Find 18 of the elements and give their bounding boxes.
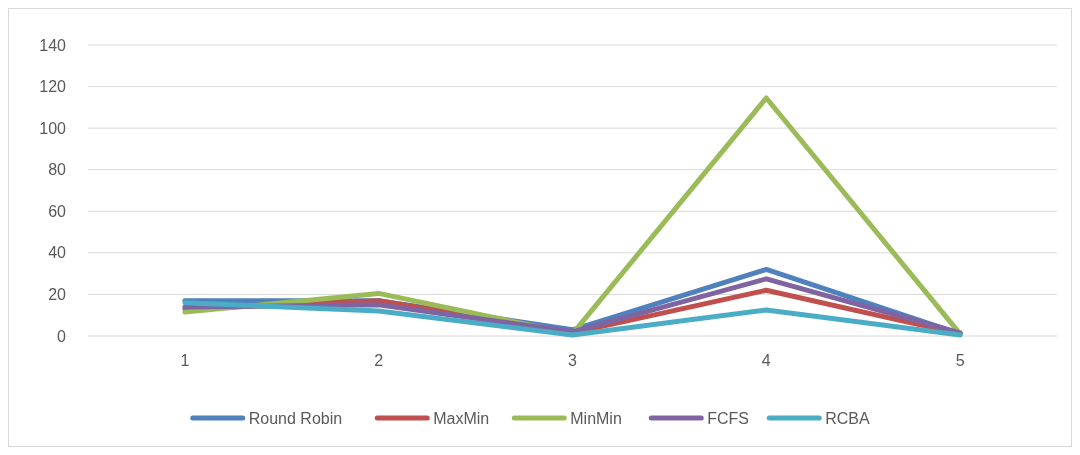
x-tick-label: 3 <box>568 352 578 369</box>
y-tick-label: 60 <box>48 202 67 220</box>
legend-label: Round Robin <box>248 409 343 427</box>
legend-label: MinMin <box>570 409 622 427</box>
legend-label: MaxMin <box>433 409 490 427</box>
y-tick-label: 0 <box>57 327 67 345</box>
y-tick-label: 100 <box>39 119 67 137</box>
y-tick-label: 140 <box>39 36 67 54</box>
legend-label: RCBA <box>825 409 871 427</box>
y-tick-label: 40 <box>48 244 67 262</box>
x-tick-label: 4 <box>761 352 771 369</box>
x-tick-label: 1 <box>180 352 190 369</box>
y-tick-label: 20 <box>48 286 67 304</box>
y-tick-label: 80 <box>48 161 67 179</box>
y-tick-label: 120 <box>39 78 67 96</box>
x-tick-label: 2 <box>374 352 384 369</box>
x-tick-label: 5 <box>955 352 965 369</box>
legend-label: FCFS <box>707 409 750 427</box>
